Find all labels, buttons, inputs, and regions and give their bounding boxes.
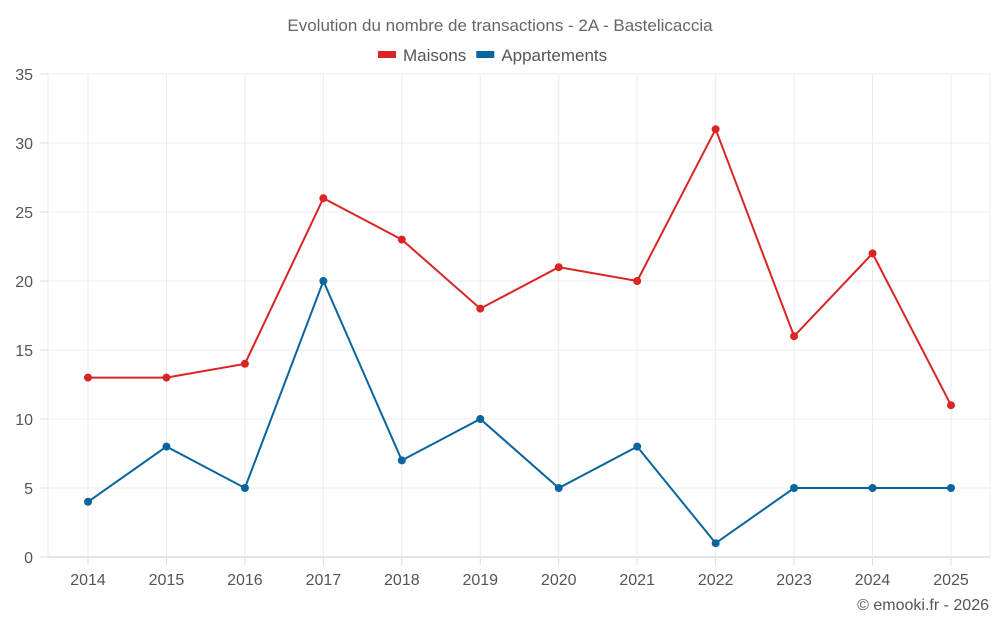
x-tick-label: 2020 [541,572,577,589]
y-tick-label: 35 [15,67,33,84]
data-point-appartements [947,484,955,492]
data-point-maisons [711,125,720,134]
data-point-appartements [790,484,799,492]
x-tick-label: 2025 [933,572,969,589]
data-point-maisons [319,194,328,203]
y-axis: 0 5 10 15 20 25 30 35 [15,67,48,567]
data-point-appartements [633,442,642,451]
x-tick-label: 2021 [619,572,655,589]
legend-swatch-appartements [476,51,495,58]
x-axis: 2014 2015 2016 2017 2018 2019 2020 2021 2022 2023… [70,557,969,589]
data-point-appartements [240,484,249,492]
credit-text: © emooki.fr - 2026 [857,597,989,614]
data-point-appartements [84,497,92,506]
x-tick-label: 2017 [306,572,342,589]
y-tick-label: 10 [15,412,33,429]
x-tick-label: 2019 [462,572,498,589]
data-point-maisons [947,401,955,410]
x-tick-label: 2015 [149,572,185,589]
grid [47,73,991,558]
x-tick-label: 2018 [384,572,420,589]
data-point-appartements [319,277,328,285]
y-tick-label: 25 [15,205,33,222]
legend-label-appartements: Appartements [501,46,607,65]
data-point-appartements [868,484,877,492]
y-tick-label: 30 [15,136,33,153]
x-tick-label: 2024 [855,572,891,589]
data-point-appartements [554,484,563,492]
data-point-appartements [711,539,720,548]
data-point-appartements [397,456,406,465]
legend: Maisons Appartements [378,46,607,65]
legend-label-maisons: Maisons [403,46,466,65]
data-point-maisons [633,277,642,285]
data-point-maisons [868,249,877,258]
y-tick-label: 15 [15,343,33,360]
series-group [84,125,955,548]
series-line-appartements [87,278,951,545]
data-point-appartements [162,442,171,451]
series-line-maisons [88,126,952,406]
data-point-maisons [397,235,406,244]
y-tick-label: 0 [24,550,33,567]
data-point-maisons [162,373,171,382]
data-point-maisons [554,263,563,272]
x-tick-label: 2014 [70,572,106,589]
data-point-maisons [84,373,92,382]
legend-swatch-maisons [378,51,396,58]
chart-title: Evolution du nombre de transactions - 2A… [287,16,713,35]
y-tick-label: 20 [15,274,33,291]
x-tick-label: 2022 [698,572,734,589]
y-tick-label: 5 [24,481,33,498]
data-point-maisons [476,304,485,313]
data-point-appartements [476,415,485,423]
data-point-maisons [240,359,249,368]
x-tick-label: 2016 [227,572,263,589]
data-point-maisons [790,332,799,341]
x-tick-label: 2023 [776,572,812,589]
